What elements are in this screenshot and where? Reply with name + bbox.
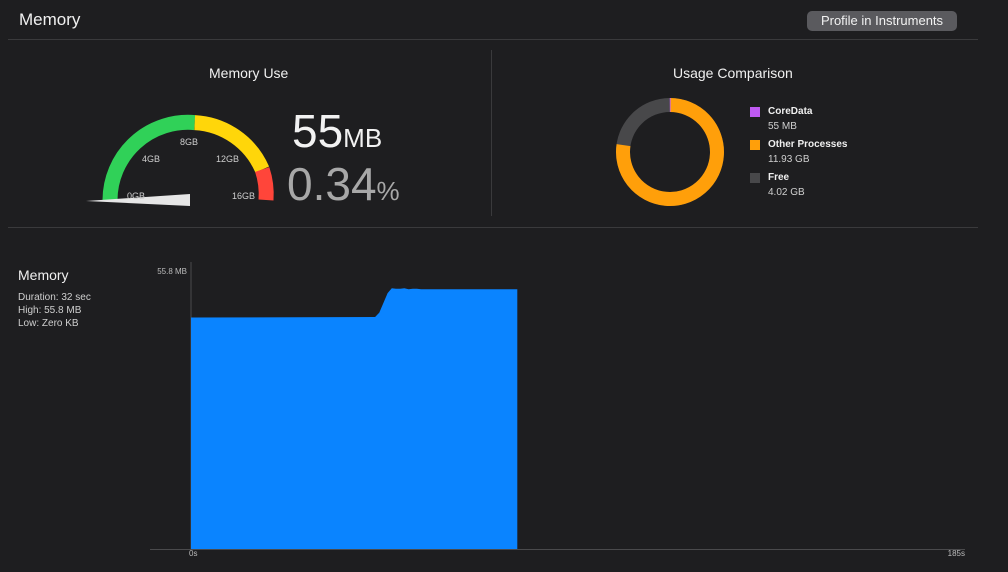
summary-divider <box>8 227 978 228</box>
gauge-label-8gb: 8GB <box>180 137 199 147</box>
memory-graph-title: Memory <box>18 267 69 283</box>
toolbar-header: Memory Profile in Instruments <box>0 0 1008 40</box>
memory-duration: Duration: 32 sec <box>18 292 91 303</box>
usage-comparison-title: Usage Comparison <box>673 65 793 81</box>
legend-swatch-coredata <box>750 107 760 117</box>
page-title: Memory <box>19 10 81 29</box>
gauge-label-12gb: 12GB <box>216 154 240 164</box>
memory-area-series <box>191 288 518 549</box>
x-tick-label-start: 0s <box>189 549 197 558</box>
legend-name: Other Processes <box>768 139 848 150</box>
memory-value: 55MB <box>292 106 382 163</box>
memory-gauge <box>86 114 274 206</box>
gauge-yellow-arc <box>194 115 270 173</box>
memory-value-unit: MB <box>343 123 383 153</box>
y-tick-label: 55.8 MB <box>157 267 187 276</box>
gauge-green-arc <box>102 114 196 201</box>
memory-high: High: 55.8 MB <box>18 305 82 316</box>
legend-value: 55 MB <box>768 121 797 132</box>
header-divider <box>8 39 978 40</box>
legend-value: 11.93 GB <box>768 154 810 165</box>
legend-swatch-other-processes <box>750 140 760 150</box>
gauge-needle <box>86 194 190 206</box>
legend-name: CoreData <box>768 106 813 117</box>
memory-low: Low: Zero KB <box>18 318 79 329</box>
legend-name: Free <box>768 172 790 183</box>
memory-percent-number: 0.34 <box>287 158 377 210</box>
gauge-label-0gb: 0GB <box>127 191 146 201</box>
gauge-red-arc <box>255 167 274 201</box>
memory-use-title: Memory Use <box>209 65 289 81</box>
donut-other-processes-segment <box>616 98 724 206</box>
memory-percent: 0.34% <box>287 159 400 216</box>
x-tick-label-end: 185s <box>948 549 965 558</box>
usage-donut-chart <box>616 97 724 206</box>
legend-swatch-free <box>750 173 760 183</box>
memory-percent-unit: % <box>376 176 400 206</box>
gauge-label-4gb: 4GB <box>142 154 161 164</box>
memory-value-number: 55 <box>292 105 344 157</box>
legend-value: 4.02 GB <box>768 187 805 198</box>
profile-in-instruments-button[interactable]: Profile in Instruments <box>807 11 957 31</box>
gauge-label-16gb: 16GB <box>232 191 256 201</box>
section-divider-vertical <box>491 50 492 216</box>
